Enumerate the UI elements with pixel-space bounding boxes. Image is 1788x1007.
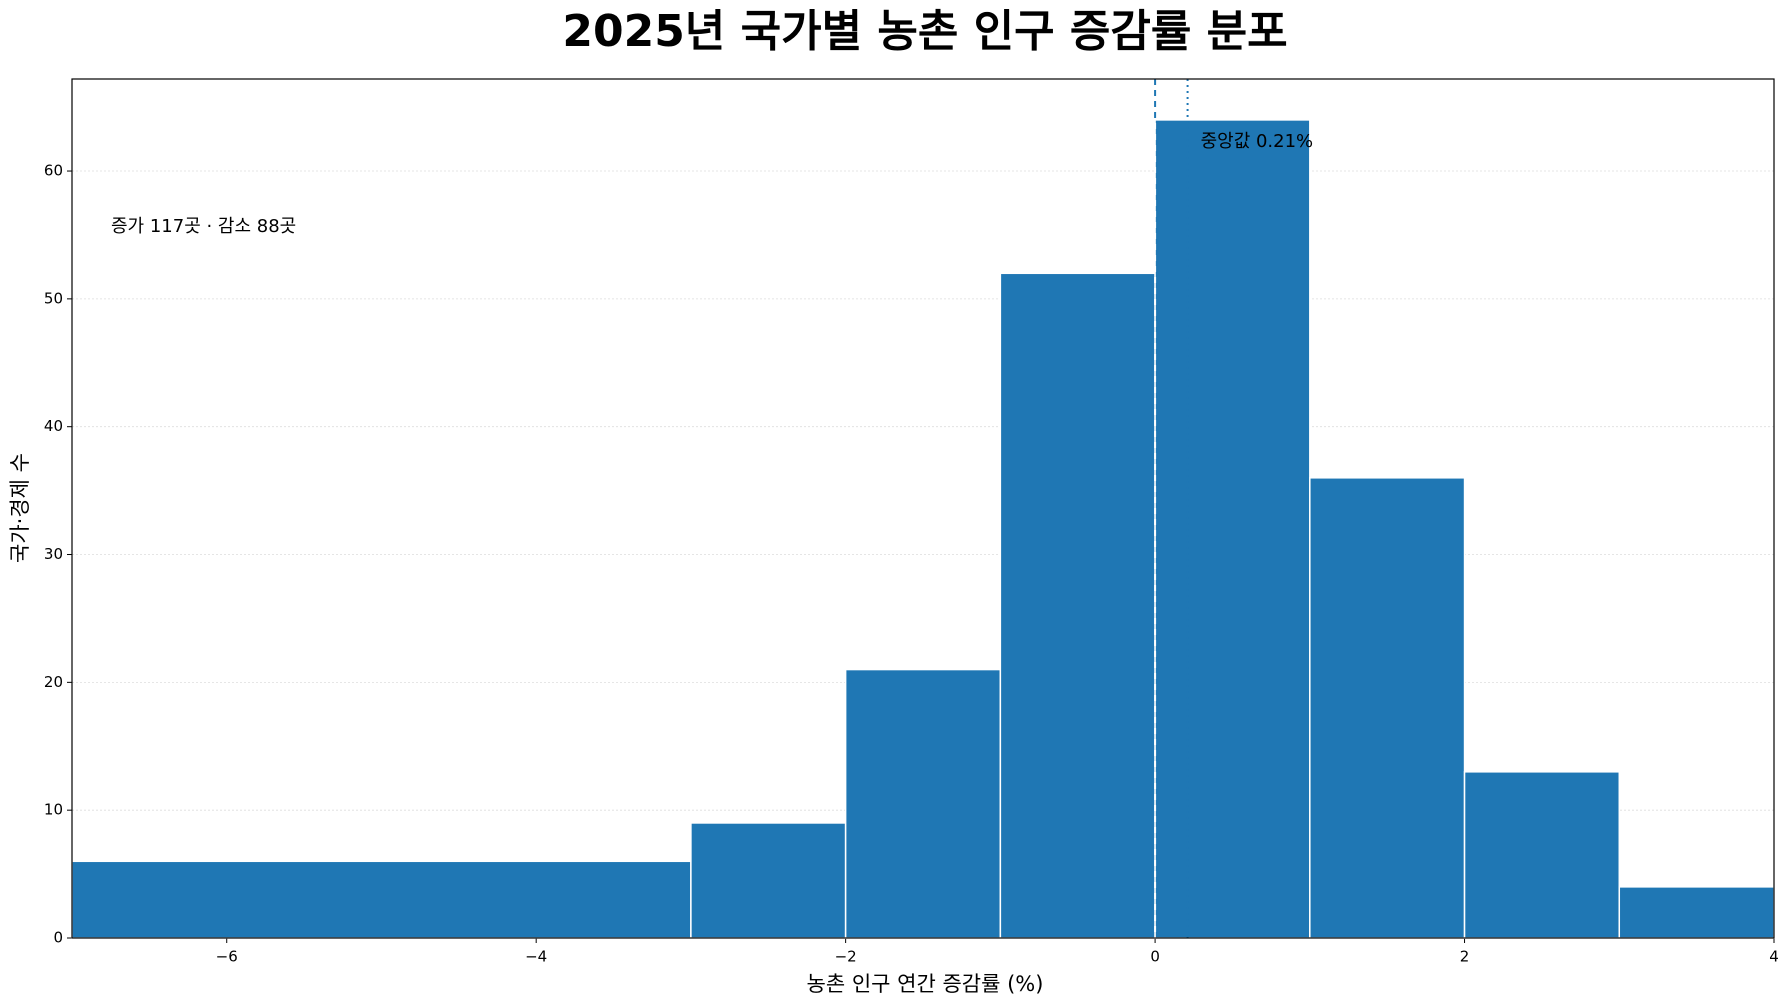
annotation: 중앙값 0.21% xyxy=(1201,131,1314,152)
bar xyxy=(1154,119,1311,939)
y-tick-label: 40 xyxy=(44,417,63,435)
y-tick-label: 50 xyxy=(44,289,63,307)
x-tick-label: −4 xyxy=(525,948,547,966)
x-tick-label: −2 xyxy=(835,948,857,966)
bar xyxy=(690,822,847,939)
bar xyxy=(1463,771,1621,939)
annotation: 증가 117곳 · 감소 88곳 xyxy=(111,216,296,237)
bar xyxy=(1309,477,1466,939)
x-tick-label: 4 xyxy=(1769,948,1779,966)
y-tick-label: 0 xyxy=(53,929,63,947)
bar xyxy=(71,860,692,939)
x-tick-label: −6 xyxy=(216,948,238,966)
bar xyxy=(844,668,1002,939)
x-axis-label: 농촌 인구 연간 증감률 (%) xyxy=(807,972,1044,996)
bar xyxy=(999,272,1156,939)
y-tick-label: 30 xyxy=(44,545,63,563)
y-tick-label: 20 xyxy=(44,673,63,691)
bar xyxy=(1618,886,1775,939)
x-tick-label: 2 xyxy=(1460,948,1470,966)
plot-frame xyxy=(71,78,1775,939)
y-tick-label: 10 xyxy=(44,801,63,819)
y-axis-label: 국가·경제 수 xyxy=(8,453,32,563)
y-tick-label: 60 xyxy=(44,162,63,180)
chart-title: 2025년 국가별 농촌 인구 증감률 분포 xyxy=(562,6,1287,57)
x-tick-label: 0 xyxy=(1150,948,1160,966)
